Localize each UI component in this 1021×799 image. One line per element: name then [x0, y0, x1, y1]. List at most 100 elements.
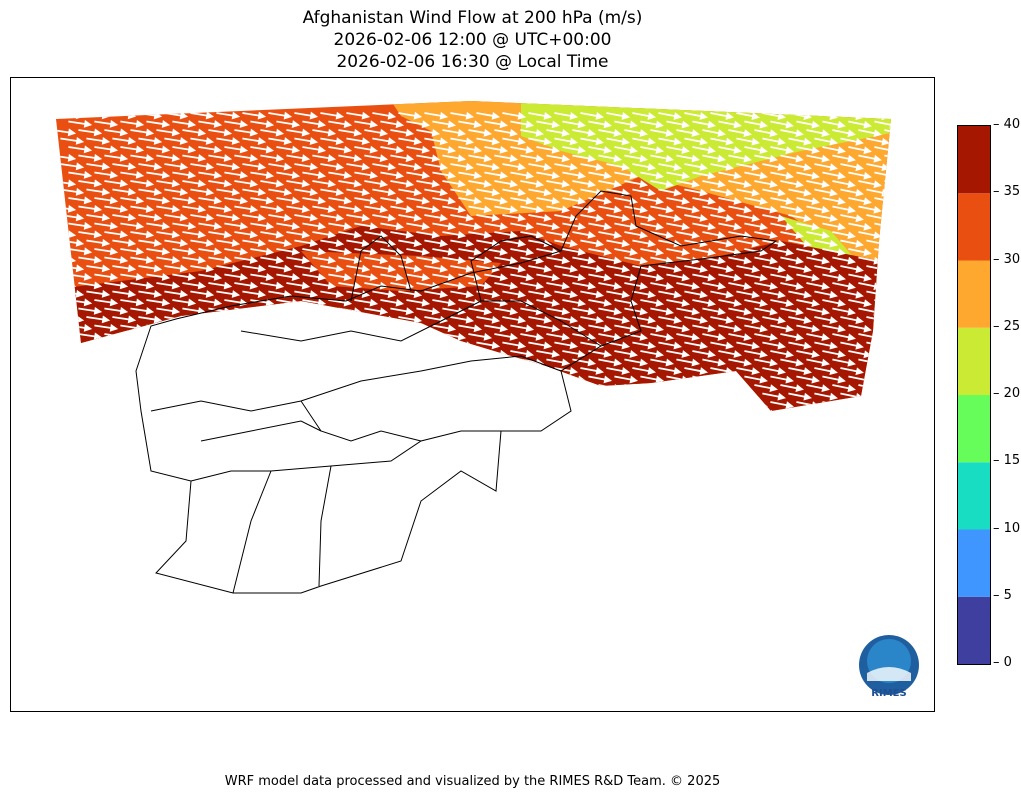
wind-arrow: [328, 400, 353, 409]
wind-arrow: [676, 154, 700, 163]
wind-arrow: [468, 383, 493, 392]
wind-arrow: [138, 239, 163, 247]
wind-arrow: [68, 145, 93, 154]
wind-arrow: [172, 273, 197, 281]
wind-arrow: [640, 120, 665, 129]
wind-arrow: [172, 298, 197, 307]
wind-arrow: [294, 366, 319, 375]
wind-arrow: [320, 315, 345, 324]
wind-arrow: [364, 205, 389, 214]
wind-arrow: [744, 197, 768, 205]
wind-arrow: [398, 290, 423, 299]
wind-arrow: [736, 188, 760, 197]
wind-arrow: [692, 197, 716, 205]
wind-arrow: [640, 350, 665, 358]
wind-arrow: [432, 349, 457, 358]
wind-arrow: [276, 120, 301, 128]
colorbar-level-20-25: [958, 327, 990, 395]
province-border: [150, 355, 562, 412]
wind-arrow: [198, 120, 223, 128]
wind-arrow: [380, 298, 405, 307]
wind-arrow: [554, 162, 579, 171]
wind-arrow: [294, 213, 319, 222]
wind-arrow: [390, 179, 415, 188]
wind-arrow: [78, 230, 103, 239]
wind-arrow: [606, 163, 631, 171]
wind-arrow: [788, 239, 812, 248]
wind-arrow: [442, 281, 467, 290]
wind-arrow: [442, 230, 467, 239]
wind-arrow: [710, 417, 733, 426]
wind-arrow: [56, 383, 77, 392]
wind-arrow: [580, 265, 605, 273]
wind-arrow: [822, 171, 846, 180]
wind-arrow: [476, 111, 501, 120]
wind-arrow: [432, 196, 457, 205]
wind-arrow: [198, 273, 223, 281]
wind-arrow: [806, 154, 830, 163]
colorbar-tick-label: – 25: [993, 318, 1021, 334]
wind-arrow: [468, 409, 493, 411]
wind-arrow: [286, 307, 311, 315]
wind-arrow: [86, 315, 111, 324]
wind-arrow: [250, 349, 275, 358]
wind-arrow: [208, 383, 233, 392]
wind-arrow: [840, 239, 864, 248]
wind-arrow: [198, 375, 223, 383]
wind-arrow: [710, 163, 734, 171]
wind-arrow: [588, 171, 613, 180]
wind-arrow: [164, 137, 189, 145]
wind-arrow: [718, 222, 742, 231]
wind-arrow: [234, 358, 259, 366]
wind-arrow: [814, 188, 838, 197]
wind-arrow: [250, 196, 275, 205]
wind-arrow: [372, 417, 395, 426]
wind-arrow: [112, 289, 137, 298]
wind-arrow: [728, 129, 752, 137]
map-panel: RIMES: [10, 77, 935, 712]
wind-arrow: [528, 162, 553, 171]
wind-arrow: [884, 256, 891, 265]
wind-arrow: [432, 222, 457, 231]
wind-arrow: [164, 162, 189, 171]
wind-arrow: [832, 205, 856, 214]
wind-arrow: [476, 417, 499, 426]
wind-arrow: [234, 409, 259, 411]
wind-arrow: [874, 299, 891, 308]
wind-arrow: [390, 128, 415, 137]
wind-arrow: [190, 392, 215, 400]
wind-arrow: [416, 409, 441, 411]
wind-arrow: [146, 171, 171, 179]
wind-arrow: [138, 290, 163, 298]
wind-arrow: [458, 120, 483, 129]
wind-arrow: [780, 256, 804, 265]
colorbar-level-10-15: [958, 462, 990, 530]
wind-arrow: [224, 273, 249, 281]
wind-arrow: [884, 205, 891, 214]
wind-arrow: [858, 154, 882, 163]
wind-arrow: [806, 231, 830, 240]
wind-arrow: [692, 222, 716, 231]
wind-arrow: [892, 315, 915, 324]
wind-arrow: [364, 256, 389, 265]
wind-arrow: [216, 341, 241, 349]
wind-arrow: [658, 290, 683, 299]
wind-arrow: [286, 230, 311, 239]
wind-arrow: [840, 163, 864, 172]
wind-arrow: [744, 375, 768, 384]
wind-arrow: [572, 358, 597, 367]
wind-arrow: [432, 145, 457, 154]
wind-arrow: [328, 324, 353, 333]
colorbar-level-30-35: [958, 193, 990, 261]
wind-arrow: [702, 307, 726, 316]
wind-arrow: [94, 221, 119, 230]
wind-arrow: [614, 120, 639, 129]
wind-arrow: [770, 273, 794, 282]
wind-arrow: [354, 324, 379, 333]
wind-arrow: [710, 265, 734, 273]
wind-arrow: [536, 120, 561, 129]
wind-arrow: [424, 290, 449, 299]
wind-arrow: [520, 383, 545, 392]
wind-arrow: [666, 120, 691, 129]
wind-arrow: [416, 281, 441, 290]
